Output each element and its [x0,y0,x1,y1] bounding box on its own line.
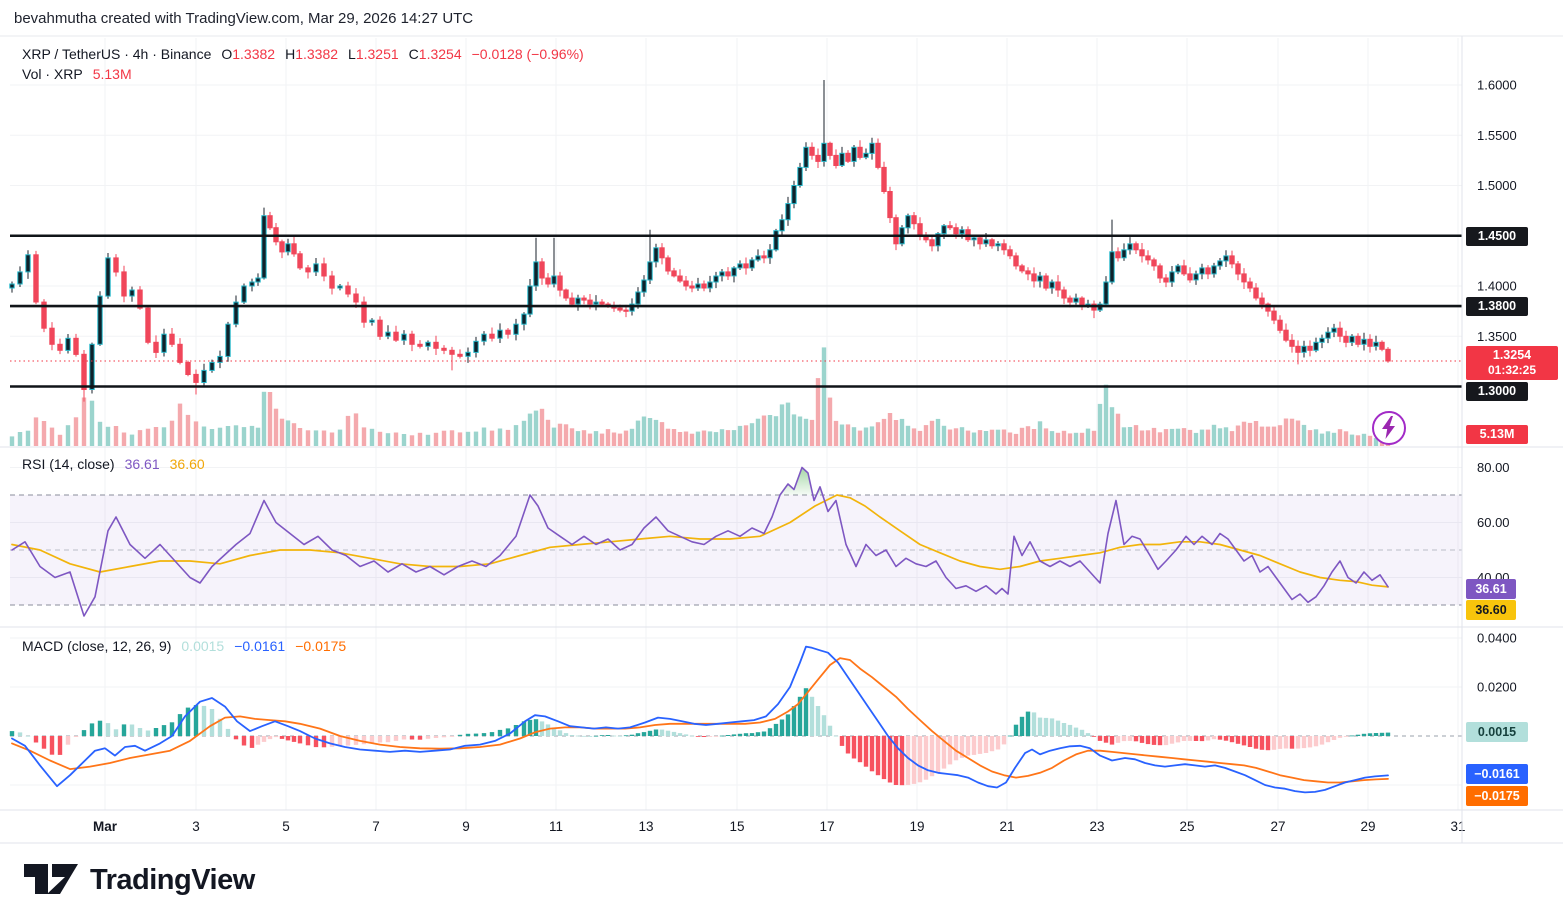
svg-text:80.00: 80.00 [1477,460,1510,475]
tradingview-wordmark: TradingView [90,863,255,896]
macd-signal-value: −0.0175 [295,638,347,654]
svg-text:15: 15 [729,819,744,834]
svg-text:13: 13 [638,819,653,834]
svg-text:7: 7 [372,819,380,834]
svg-text:0.0400: 0.0400 [1477,631,1517,646]
svg-text:0.0200: 0.0200 [1477,680,1517,695]
lightning-icon [1382,416,1395,439]
svg-text:19: 19 [909,819,924,834]
symbol-legend: XRP / TetherUS · 4h · Binance O1.3382 H1… [22,46,584,62]
price-level-badge-1300: 1.3000 [1466,382,1528,401]
svg-text:21: 21 [999,819,1014,834]
macd-hist-value: 0.0015 [181,638,225,654]
svg-text:60.00: 60.00 [1477,515,1510,530]
symbol-title[interactable]: XRP / TetherUS · 4h · Binance [22,46,212,62]
rsi-legend: RSI (14, close) 36.61 36.60 [22,456,205,472]
svg-text:31: 31 [1450,819,1465,834]
macd-line-value: −0.0161 [234,638,286,654]
change-value: −0.0128 (−0.96%) [471,46,584,62]
macd-hist-badge: 0.0015 [1466,722,1528,742]
volume-legend: Vol · XRP 5.13M [22,66,132,82]
rsi-ma-value: 36.60 [169,456,205,472]
svg-text:27: 27 [1270,819,1285,834]
svg-text:17: 17 [819,819,834,834]
price-level-badge-1380: 1.3800 [1466,297,1528,316]
bar-countdown: 01:32:25 [1487,363,1537,377]
svg-text:29: 29 [1360,819,1375,834]
lightning-button[interactable] [1372,411,1406,445]
svg-text:1.4000: 1.4000 [1477,279,1517,294]
macd-legend: MACD (close, 12, 26, 9) 0.0015 −0.0161 −… [22,638,347,654]
svg-text:23: 23 [1089,819,1104,834]
svg-text:11: 11 [549,819,563,834]
rsi-ma-badge: 36.60 [1466,600,1516,620]
svg-text:3: 3 [192,819,200,834]
tradingview-logo-icon [24,864,78,894]
svg-text:5: 5 [282,819,290,834]
last-price-badge: 1.3254 01:32:25 [1466,346,1558,380]
svg-text:1.6000: 1.6000 [1477,78,1517,93]
price-level-badge-1450: 1.4500 [1466,227,1528,246]
volume-value: 5.13M [92,66,132,82]
macd-signal-badge: −0.0175 [1466,786,1528,806]
svg-text:Mar: Mar [93,819,118,834]
rsi-value: 36.61 [124,456,160,472]
svg-text:1.5000: 1.5000 [1477,178,1517,193]
rsi-badge: 36.61 [1466,579,1516,599]
macd-line-badge: −0.0161 [1466,764,1528,784]
watermark-header: bevahmutha created with TradingView.com,… [14,10,474,27]
svg-text:25: 25 [1179,819,1194,834]
svg-text:1.5500: 1.5500 [1477,128,1517,143]
svg-text:9: 9 [462,819,470,834]
volume-badge: 5.13M [1466,425,1528,444]
tradingview-footer-link[interactable]: TradingView [22,858,255,902]
svg-text:1.3500: 1.3500 [1477,329,1517,344]
